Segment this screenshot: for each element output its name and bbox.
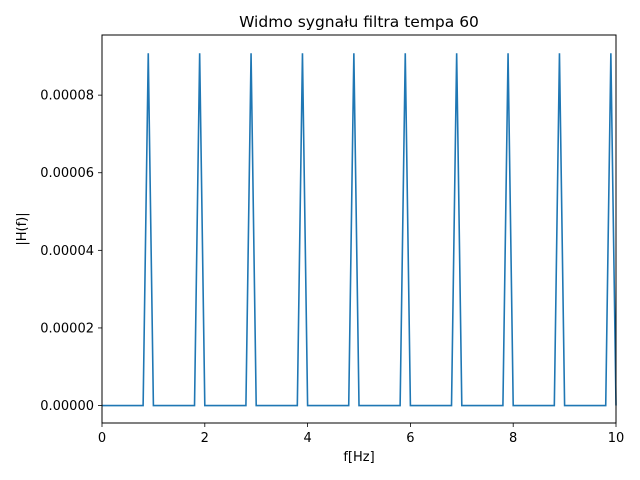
y-tick-label: 0.00006 (40, 166, 94, 181)
y-axis: 0.00000 0.00002 0.00004 0.00006 0.00008 (40, 89, 102, 414)
y-tick-label: 0.00002 (40, 321, 94, 336)
y-axis-label: |H(f)| (15, 212, 30, 245)
x-tick-label: 2 (201, 431, 209, 446)
x-tick-label: 0 (98, 431, 106, 446)
plot-area (102, 53, 617, 407)
chart-title: Widmo sygnału filtra tempa 60 (239, 13, 479, 31)
x-tick-label: 10 (608, 431, 625, 446)
x-axis-label: f[Hz] (343, 450, 374, 465)
x-axis: 0 2 4 6 8 10 (98, 423, 624, 446)
plot-frame (101, 34, 617, 424)
x-tick-label: 6 (406, 431, 414, 446)
y-tick-label: 0.00000 (40, 399, 94, 414)
x-tick-label: 4 (303, 431, 311, 446)
y-tick-label: 0.00004 (40, 244, 94, 259)
series-line-0 (102, 53, 617, 407)
x-tick-label: 8 (509, 431, 517, 446)
y-tick-label: 0.00008 (40, 89, 94, 104)
